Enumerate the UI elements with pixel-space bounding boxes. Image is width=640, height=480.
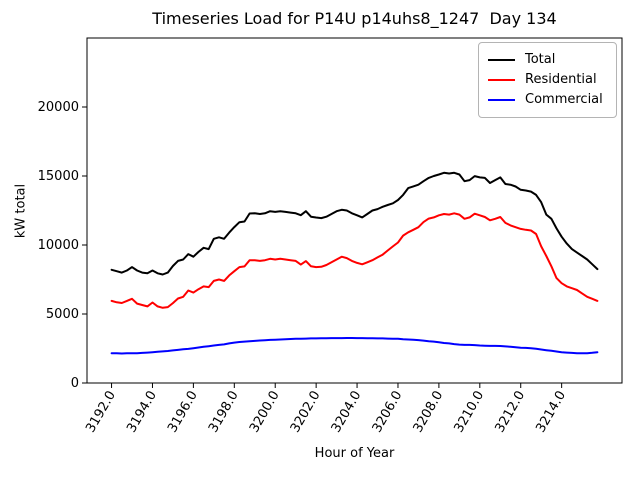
y-tick-label: 15000: [38, 169, 79, 184]
legend-item-commercial: Commercial: [488, 90, 607, 110]
x-axis-label: Hour of Year: [314, 446, 395, 461]
y-tick-label: 10000: [38, 238, 79, 253]
legend-item-total: Total: [488, 50, 607, 70]
x-tick-label: 3202.0: [288, 389, 324, 436]
axes-spines: [86, 37, 623, 384]
x-tick-label: 3214.0: [533, 389, 569, 436]
x-tick-label: 3210.0: [452, 389, 488, 436]
legend-line-total: [488, 59, 515, 61]
x-tick-label: 3196.0: [165, 389, 201, 436]
legend-line-commercial: [488, 99, 515, 101]
x-tick-label: 3192.0: [83, 389, 119, 436]
series-line-residential: [110, 212, 599, 309]
x-tick-label: 3198.0: [206, 389, 242, 436]
legend-label-total: Total: [525, 52, 556, 67]
x-tick-label: 3208.0: [411, 389, 447, 436]
x-tick-label: 3206.0: [370, 389, 406, 436]
y-tick-label: 20000: [38, 100, 79, 115]
y-tick-label: 0: [71, 376, 79, 391]
legend-line-residential: [488, 79, 515, 81]
legend-item-residential: Residential: [488, 70, 607, 90]
legend-label-commercial: Commercial: [525, 92, 603, 107]
y-axis-label: kW total: [13, 183, 29, 239]
legend: Total Residential Commercial: [478, 42, 617, 118]
legend-label-residential: Residential: [525, 72, 597, 87]
x-tick-label: 3194.0: [124, 389, 160, 436]
x-tick-label: 3204.0: [329, 389, 365, 436]
series-line-commercial: [110, 337, 599, 355]
y-tick-label: 5000: [46, 307, 79, 322]
series-line-total: [110, 171, 599, 276]
x-tick-label: 3212.0: [492, 389, 528, 436]
chart-title: Timeseries Load for P14U p14uhs8_1247 Da…: [152, 9, 557, 28]
x-tick-label: 3200.0: [247, 389, 283, 436]
